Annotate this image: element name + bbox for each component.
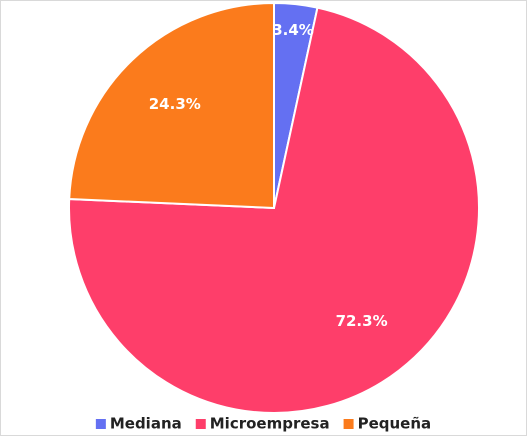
legend-swatch: [343, 419, 354, 429]
pie-slice: [68, 6, 480, 414]
legend-label: Microempresa: [210, 415, 330, 433]
data-label: 3.4%: [272, 21, 314, 39]
legend-swatch: [195, 419, 206, 429]
data-label: 72.3%: [336, 312, 388, 330]
legend-swatch: [95, 419, 106, 429]
legend-label: Mediana: [110, 415, 182, 433]
data-label: 24.3%: [149, 95, 201, 113]
pie-slice: [68, 1, 275, 210]
legend-label: Pequeña: [358, 415, 432, 433]
